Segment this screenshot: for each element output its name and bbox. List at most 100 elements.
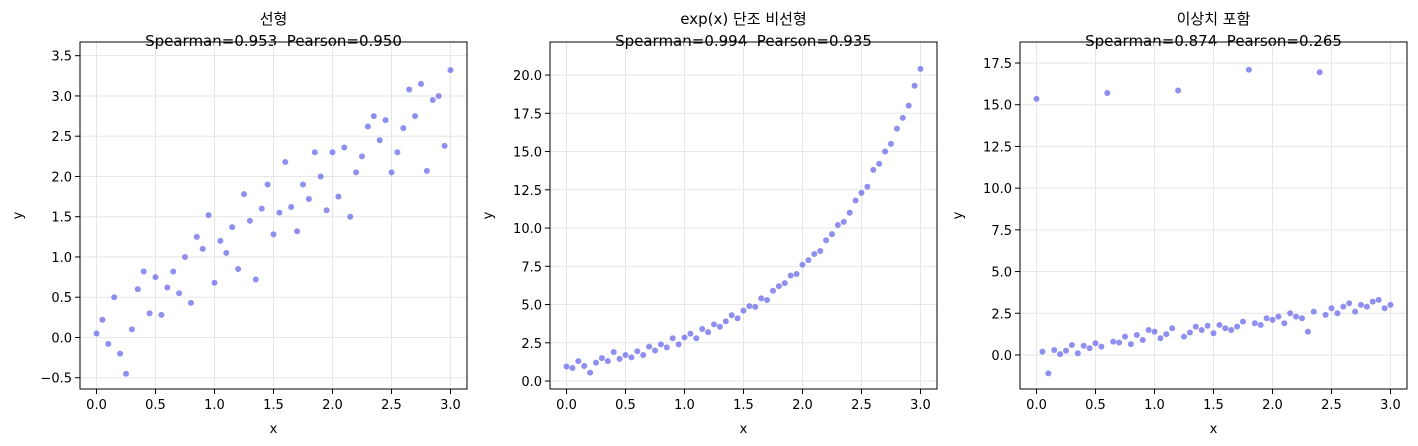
chart-subtitle: Spearman=0.874 Pearson=0.265 xyxy=(1085,32,1342,50)
point xyxy=(128,326,135,333)
x-tick-label: 0.0 xyxy=(556,398,577,413)
point xyxy=(634,348,641,355)
point xyxy=(693,335,700,342)
point xyxy=(805,257,812,264)
point xyxy=(1175,87,1182,94)
point xyxy=(105,340,112,347)
point xyxy=(1269,316,1276,323)
x-tick-label: 1.0 xyxy=(204,398,225,413)
x-tick-label: 1.0 xyxy=(674,398,695,413)
point xyxy=(311,149,318,156)
point xyxy=(1098,343,1105,350)
point xyxy=(1228,326,1235,333)
point xyxy=(358,153,365,160)
point xyxy=(734,315,741,322)
x-tick-label: 2.0 xyxy=(792,398,813,413)
point xyxy=(1369,298,1376,305)
y-tick-label: 1.0 xyxy=(51,251,72,266)
point xyxy=(1381,305,1388,312)
point xyxy=(1139,336,1146,343)
y-tick-label: 12.5 xyxy=(983,140,1012,155)
y-tick-label: 17.5 xyxy=(513,107,542,122)
point xyxy=(587,369,594,376)
point xyxy=(740,307,747,314)
point xyxy=(152,274,159,281)
point xyxy=(1051,346,1058,353)
point xyxy=(905,102,912,109)
point xyxy=(140,268,147,275)
x-tick-label: 2.0 xyxy=(1262,398,1283,413)
point xyxy=(1257,321,1264,328)
point xyxy=(341,144,348,151)
point xyxy=(435,92,442,99)
point xyxy=(1275,313,1282,320)
point xyxy=(1245,66,1252,73)
point xyxy=(1222,325,1229,332)
point xyxy=(1357,301,1364,308)
point xyxy=(899,114,906,121)
point xyxy=(811,251,818,258)
point xyxy=(123,370,130,377)
y-tick-label: 0.0 xyxy=(51,331,72,346)
point xyxy=(1210,330,1217,337)
point xyxy=(1086,345,1093,352)
point xyxy=(1186,329,1193,336)
point xyxy=(1127,341,1134,348)
y-axis-label: y xyxy=(481,211,496,219)
point xyxy=(1251,320,1258,327)
point xyxy=(182,253,189,260)
y-tick-label: 17.5 xyxy=(983,57,1012,72)
point xyxy=(1068,341,1075,348)
point xyxy=(1033,95,1040,102)
point xyxy=(441,142,448,149)
point xyxy=(1363,303,1370,310)
point xyxy=(170,268,177,275)
point xyxy=(1092,340,1099,347)
point xyxy=(1181,333,1188,340)
point xyxy=(317,173,324,180)
point xyxy=(1293,313,1300,320)
point xyxy=(787,272,794,279)
y-tick-label: 3.5 xyxy=(51,50,72,65)
subplot: 선형 Spearman=0.953 Pearson=0.950 0.0 0.5 1.0 1… xyxy=(11,10,468,437)
point xyxy=(598,355,605,362)
point xyxy=(1074,350,1081,357)
point xyxy=(646,343,653,350)
y-tick-label: 3.0 xyxy=(51,90,72,105)
point xyxy=(852,197,859,204)
point xyxy=(329,149,336,156)
x-tick-label: 0.5 xyxy=(1085,398,1106,413)
point xyxy=(99,316,106,323)
point xyxy=(146,310,153,317)
x-axis-label: x xyxy=(740,422,748,437)
chart-title: 선형 xyxy=(260,10,288,28)
x-tick-label: 0.5 xyxy=(145,398,166,413)
point xyxy=(581,363,588,370)
point xyxy=(347,213,354,220)
point xyxy=(1387,301,1394,308)
point xyxy=(429,96,436,103)
y-tick-label: 7.5 xyxy=(521,260,542,275)
point xyxy=(1057,351,1064,358)
point xyxy=(1192,323,1199,330)
x-tick-label: 1.5 xyxy=(263,398,284,413)
point xyxy=(1281,320,1288,327)
y-tick-label: 2.0 xyxy=(51,170,72,185)
point xyxy=(563,363,570,370)
point xyxy=(882,148,889,155)
point xyxy=(1198,326,1205,333)
point xyxy=(1080,342,1087,349)
point xyxy=(846,209,853,216)
x-axis-label: x xyxy=(1210,422,1218,437)
point xyxy=(1133,331,1140,338)
point xyxy=(840,218,847,225)
subplot: 이상치 포함 Spearman=0.874 Pearson=0.265 0.0 0.5… xyxy=(951,10,1408,437)
point xyxy=(252,276,259,283)
point xyxy=(93,330,100,337)
point xyxy=(663,344,670,351)
point xyxy=(622,352,629,359)
chart-title: exp(x) 단조 비선형 xyxy=(680,10,806,28)
point xyxy=(1239,318,1246,325)
point xyxy=(299,181,306,188)
chart-subtitle: Spearman=0.953 Pearson=0.950 xyxy=(145,32,402,50)
